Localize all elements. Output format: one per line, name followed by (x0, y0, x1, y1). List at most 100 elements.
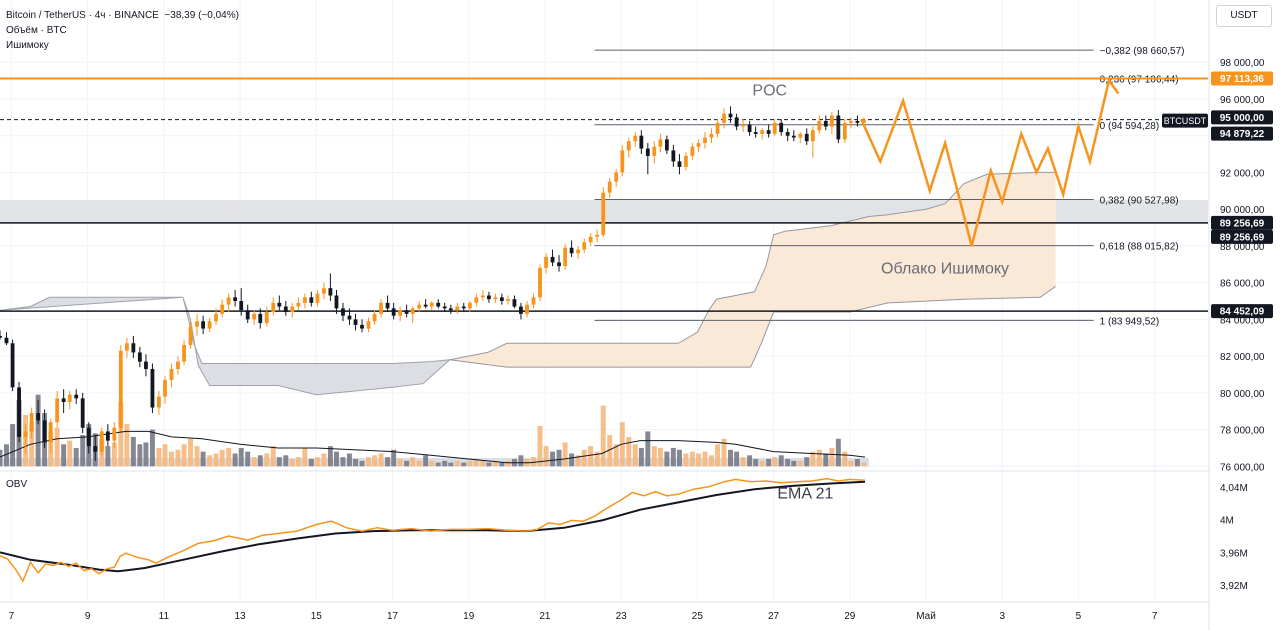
price-badge (1211, 304, 1273, 319)
volume-bar (708, 455, 714, 467)
candle-body (131, 343, 136, 353)
candle-body (607, 181, 612, 193)
time-tick-label: 9 (85, 611, 91, 622)
volume-bar (518, 455, 524, 467)
candle-body (779, 122, 784, 133)
volume-bar (295, 457, 301, 467)
price-badge-label: 94 879,22 (1220, 129, 1265, 140)
candle-body (436, 302, 441, 307)
candle-body (519, 306, 523, 314)
volume-bar (816, 449, 822, 467)
candle-body (836, 115, 841, 140)
candle-body (283, 306, 288, 313)
currency-button[interactable]: USDT (1216, 5, 1272, 27)
candle-body (290, 306, 295, 313)
candle-body (557, 262, 561, 267)
volume-bar (499, 462, 505, 467)
volume-bar (35, 394, 41, 467)
candle-body (569, 247, 574, 254)
volume-bar (257, 455, 263, 467)
volume-bar (740, 457, 746, 467)
candle-body (86, 427, 91, 447)
candle-body (696, 143, 701, 147)
ticker-tag-label: BTCUSDT (1164, 116, 1207, 126)
candle-body (366, 321, 371, 329)
fib-level-label: 0,618 (88 015,82) (1100, 242, 1179, 253)
candle-body (741, 124, 745, 127)
candle-body (417, 304, 422, 309)
volume-legend[interactable]: Объём · BTC (6, 25, 67, 36)
volume-zone (0, 458, 869, 467)
volume-bar (410, 457, 416, 467)
candle-body (728, 113, 733, 118)
candle-body (855, 121, 860, 123)
time-tick-label: 23 (616, 611, 628, 622)
volume-bar (778, 455, 784, 467)
fib-level-label: 0,382 (90 527,98) (1100, 195, 1179, 206)
volume-bar (721, 438, 727, 467)
price-badge (1211, 126, 1273, 141)
candle-body (80, 398, 85, 428)
candle-body (810, 130, 815, 142)
candle-body (817, 121, 822, 131)
candle-body (474, 297, 479, 303)
volume-bar (232, 453, 238, 467)
candle-body (214, 313, 218, 322)
volume-bar (581, 449, 587, 467)
candle-body (360, 324, 364, 329)
ichimoku-legend[interactable]: Ишимоку (6, 40, 49, 51)
candle-body (322, 288, 326, 294)
symbol-line[interactable]: Bitcoin / TetherUS · 4ч · BINANCE −38,39… (6, 8, 239, 23)
volume-bar (575, 455, 581, 467)
candle-body (791, 135, 796, 138)
volume-bar (321, 453, 327, 467)
candle-body (42, 420, 47, 443)
candle-body (753, 132, 758, 134)
candle-body (144, 361, 148, 369)
ichimoku-cloud-area (449, 172, 1056, 368)
fib-level-label: 1 (83 949,52) (1100, 316, 1160, 327)
candle-body (734, 117, 739, 127)
projection-path[interactable] (860, 77, 1120, 247)
time-axis[interactable]: 7 9 11 13 15 17 19 21 23 25 27 29 Май 3 5 7 (9, 611, 1158, 622)
volume-bar (4, 444, 9, 467)
volume-bar (861, 462, 867, 467)
candle-body (766, 130, 771, 134)
volume-bar (213, 453, 219, 467)
volume-bar (416, 460, 422, 467)
volume-bar (442, 460, 448, 467)
candle-body (188, 326, 193, 346)
volume-bar (378, 453, 384, 467)
obv-axis-label: 4M (1220, 516, 1234, 527)
volume-bar (429, 460, 435, 467)
volume-bar (105, 446, 111, 467)
candle-body (601, 192, 606, 235)
time-tick-label: 7 (9, 611, 15, 622)
candle-body (588, 236, 593, 243)
obv-legend[interactable]: OBV (6, 479, 28, 490)
volume-bar (61, 444, 67, 467)
candle-body (74, 394, 79, 399)
volume-bar (149, 429, 155, 467)
fibonacci-levels[interactable]: −0,382 (98 660,57) 0,236 (97 106,44) 0 (94… (594, 46, 1184, 327)
fib-level-label: 0,236 (97 106,44) (1100, 75, 1179, 86)
candle-body (93, 446, 98, 452)
candles (0, 106, 866, 461)
volume-bar (645, 431, 651, 467)
volume-bar (531, 457, 536, 467)
candle-body (0, 335, 2, 338)
ichimoku-cloud-bottom-line (449, 285, 1056, 368)
volume-bar (810, 451, 816, 467)
volume-bar (169, 451, 174, 467)
time-tick-label: 25 (692, 611, 704, 622)
volume-bar (766, 458, 772, 467)
volume-bar (251, 457, 257, 467)
volume-bar (366, 457, 371, 467)
volume-bar (842, 451, 848, 467)
candle-body (233, 297, 238, 302)
candle-body (195, 321, 199, 327)
candle-body (328, 288, 333, 296)
candle-body (645, 148, 650, 156)
